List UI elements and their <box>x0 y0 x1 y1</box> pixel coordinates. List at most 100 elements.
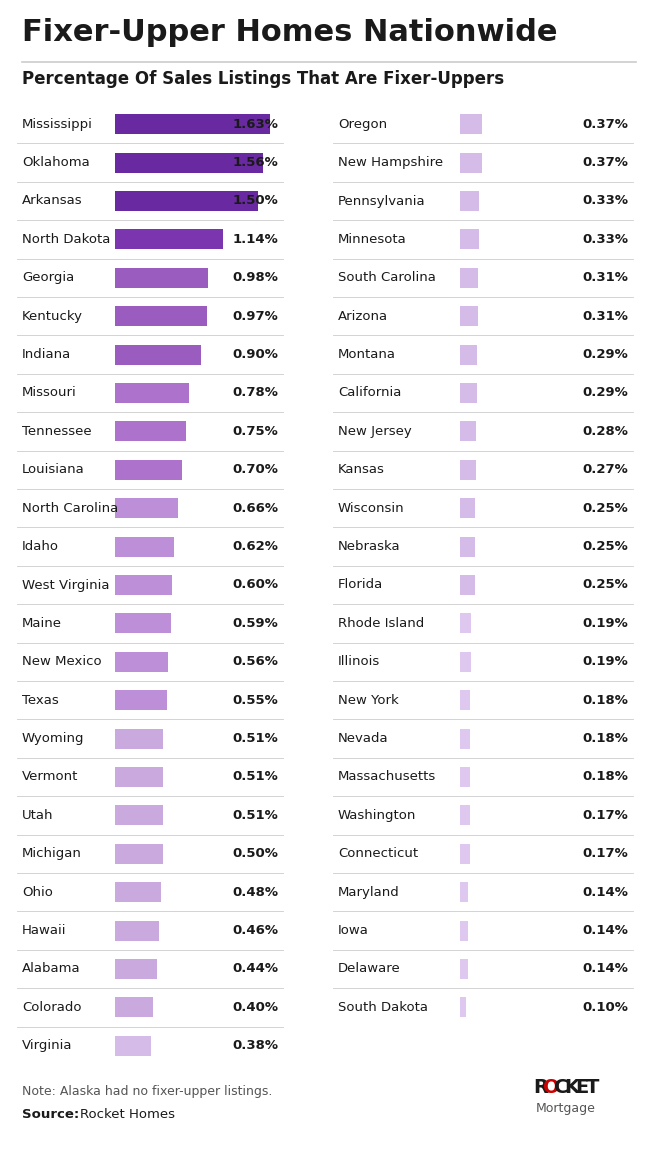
Bar <box>460 498 474 519</box>
Text: 0.37%: 0.37% <box>582 157 628 169</box>
Text: 1.14%: 1.14% <box>232 233 278 246</box>
Text: Percentage Of Sales Listings That Are Fixer-Uppers: Percentage Of Sales Listings That Are Fi… <box>22 70 504 88</box>
Text: Note: Alaska had no fixer-upper listings.: Note: Alaska had no fixer-upper listings… <box>22 1085 272 1099</box>
Text: O: O <box>544 1078 560 1097</box>
Bar <box>115 1036 151 1056</box>
Text: 0.19%: 0.19% <box>582 655 628 668</box>
Text: 0.17%: 0.17% <box>582 809 628 822</box>
Text: Maine: Maine <box>22 617 62 630</box>
Text: Rocket Homes: Rocket Homes <box>80 1108 175 1121</box>
Text: 0.31%: 0.31% <box>582 271 628 284</box>
Text: Connecticut: Connecticut <box>338 847 418 861</box>
Bar <box>115 575 172 595</box>
Text: 0.37%: 0.37% <box>582 117 628 131</box>
Text: 0.55%: 0.55% <box>232 694 278 706</box>
Text: Massachusetts: Massachusetts <box>338 770 436 783</box>
Text: Washington: Washington <box>338 809 417 822</box>
Text: New Hampshire: New Hampshire <box>338 157 443 169</box>
Bar <box>115 614 171 633</box>
Text: 0.59%: 0.59% <box>232 617 278 630</box>
Text: 1.56%: 1.56% <box>232 157 278 169</box>
Text: 0.25%: 0.25% <box>582 541 628 553</box>
Text: Arkansas: Arkansas <box>22 195 83 208</box>
Text: 0.50%: 0.50% <box>232 847 278 861</box>
Bar <box>115 498 178 519</box>
Text: 0.25%: 0.25% <box>582 579 628 592</box>
Text: 0.51%: 0.51% <box>232 770 278 783</box>
Text: Mississippi: Mississippi <box>22 117 93 131</box>
Text: West Virginia: West Virginia <box>22 579 109 592</box>
Text: 0.75%: 0.75% <box>232 425 278 437</box>
Text: Source:: Source: <box>22 1108 79 1121</box>
Bar <box>115 459 182 480</box>
Text: North Dakota: North Dakota <box>22 233 111 246</box>
Text: Minnesota: Minnesota <box>338 233 407 246</box>
Text: 0.66%: 0.66% <box>232 501 278 515</box>
Text: Rhode Island: Rhode Island <box>338 617 424 630</box>
Bar <box>115 114 270 135</box>
Text: 0.33%: 0.33% <box>582 233 628 246</box>
Text: 1.50%: 1.50% <box>232 195 278 208</box>
Bar <box>460 767 470 786</box>
Text: 0.17%: 0.17% <box>582 847 628 861</box>
Text: 0.90%: 0.90% <box>232 348 278 361</box>
Text: Mortgage: Mortgage <box>536 1102 596 1115</box>
Text: 0.27%: 0.27% <box>582 463 628 477</box>
Text: Montana: Montana <box>338 348 396 361</box>
Text: 0.19%: 0.19% <box>582 617 628 630</box>
Text: 0.62%: 0.62% <box>232 541 278 553</box>
Bar <box>460 959 468 979</box>
Text: Virginia: Virginia <box>22 1039 72 1052</box>
Text: T: T <box>586 1078 599 1097</box>
Bar <box>115 537 174 557</box>
Text: South Dakota: South Dakota <box>338 1001 428 1014</box>
Text: Colorado: Colorado <box>22 1001 82 1014</box>
Bar <box>460 383 477 403</box>
Bar <box>460 652 471 672</box>
Text: New York: New York <box>338 694 399 706</box>
Bar <box>115 921 159 941</box>
Bar <box>460 537 474 557</box>
Bar <box>115 306 207 326</box>
Bar <box>115 383 189 403</box>
Text: Florida: Florida <box>338 579 383 592</box>
Bar <box>460 153 482 173</box>
Text: Fixer-Upper Homes Nationwide: Fixer-Upper Homes Nationwide <box>22 19 557 48</box>
Bar <box>115 230 224 249</box>
Text: R: R <box>533 1078 548 1097</box>
Text: Alabama: Alabama <box>22 963 81 976</box>
Bar <box>115 421 186 442</box>
Text: Arizona: Arizona <box>338 310 388 322</box>
Bar <box>460 690 470 710</box>
Text: 0.98%: 0.98% <box>232 271 278 284</box>
Text: New Jersey: New Jersey <box>338 425 412 437</box>
Text: New Mexico: New Mexico <box>22 655 101 668</box>
Bar <box>460 883 468 902</box>
Text: Hawaii: Hawaii <box>22 925 66 937</box>
Text: 0.29%: 0.29% <box>582 386 628 399</box>
Text: K: K <box>565 1078 580 1097</box>
Bar <box>115 652 168 672</box>
Bar <box>460 421 476 442</box>
Bar <box>460 345 477 364</box>
Text: North Carolina: North Carolina <box>22 501 118 515</box>
Bar <box>115 268 208 288</box>
Bar <box>115 883 161 902</box>
Text: 0.29%: 0.29% <box>582 348 628 361</box>
Text: Delaware: Delaware <box>338 963 401 976</box>
Text: Iowa: Iowa <box>338 925 369 937</box>
Bar <box>460 459 476 480</box>
Text: C: C <box>554 1078 569 1097</box>
Bar <box>460 268 478 288</box>
Text: Indiana: Indiana <box>22 348 71 361</box>
Bar <box>460 614 471 633</box>
Bar <box>115 153 263 173</box>
Bar <box>460 843 470 864</box>
Bar <box>115 805 163 826</box>
Text: 0.78%: 0.78% <box>232 386 278 399</box>
Text: South Carolina: South Carolina <box>338 271 436 284</box>
Text: 0.38%: 0.38% <box>232 1039 278 1052</box>
Text: Georgia: Georgia <box>22 271 74 284</box>
Text: 0.10%: 0.10% <box>582 1001 628 1014</box>
Text: Utah: Utah <box>22 809 53 822</box>
